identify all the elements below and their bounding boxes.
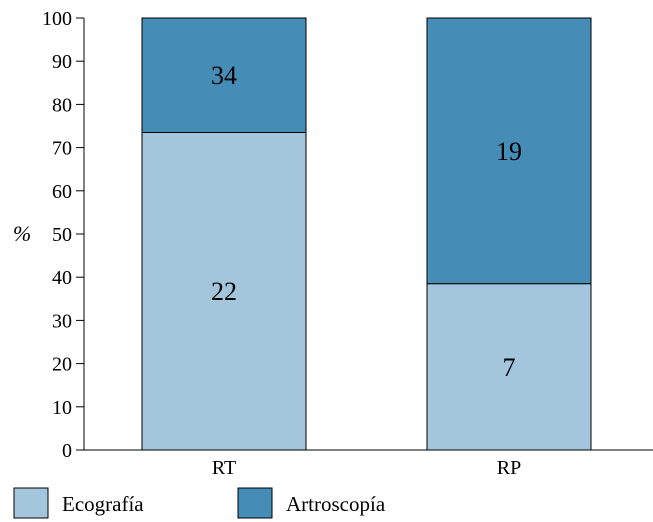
bars: 22 34 7 19 [141, 17, 592, 451]
bar-segment-rp-1 [426, 283, 592, 451]
y-axis-ticks: 0 10 20 30 40 50 60 70 80 90 100 [42, 8, 84, 462]
data-label: 22 [211, 277, 237, 306]
y-tick-label: 20 [52, 354, 72, 376]
y-tick-label: 40 [52, 267, 72, 289]
bar-segment-rt-2 [141, 17, 307, 133]
y-tick-label: 30 [52, 310, 72, 332]
bar-segment-rt-1 [141, 131, 307, 451]
y-tick-label: 100 [42, 8, 72, 30]
bar-segment-rp-2 [426, 17, 592, 285]
y-tick-label: 60 [52, 181, 72, 203]
legend: Ecografía Artroscopía [13, 487, 386, 519]
x-tick-label: RT [212, 457, 236, 479]
legend-label: Ecografía [62, 492, 144, 516]
y-tick-label: 10 [52, 397, 72, 419]
data-label: 7 [503, 353, 516, 382]
y-axis-label: % [13, 221, 31, 246]
data-label: 19 [496, 137, 522, 166]
y-tick-label: 70 [52, 138, 72, 160]
y-tick-label: 50 [52, 224, 72, 246]
data-label: 34 [211, 61, 237, 90]
y-tick-label: 0 [62, 440, 72, 462]
x-tick-label: RP [497, 457, 521, 479]
legend-swatch [13, 487, 49, 519]
legend-label: Artroscopía [286, 492, 386, 516]
legend-swatch [237, 487, 273, 519]
y-tick-label: 90 [52, 51, 72, 73]
y-tick-label: 80 [52, 94, 72, 116]
x-axis-labels: RT RP [212, 457, 521, 479]
